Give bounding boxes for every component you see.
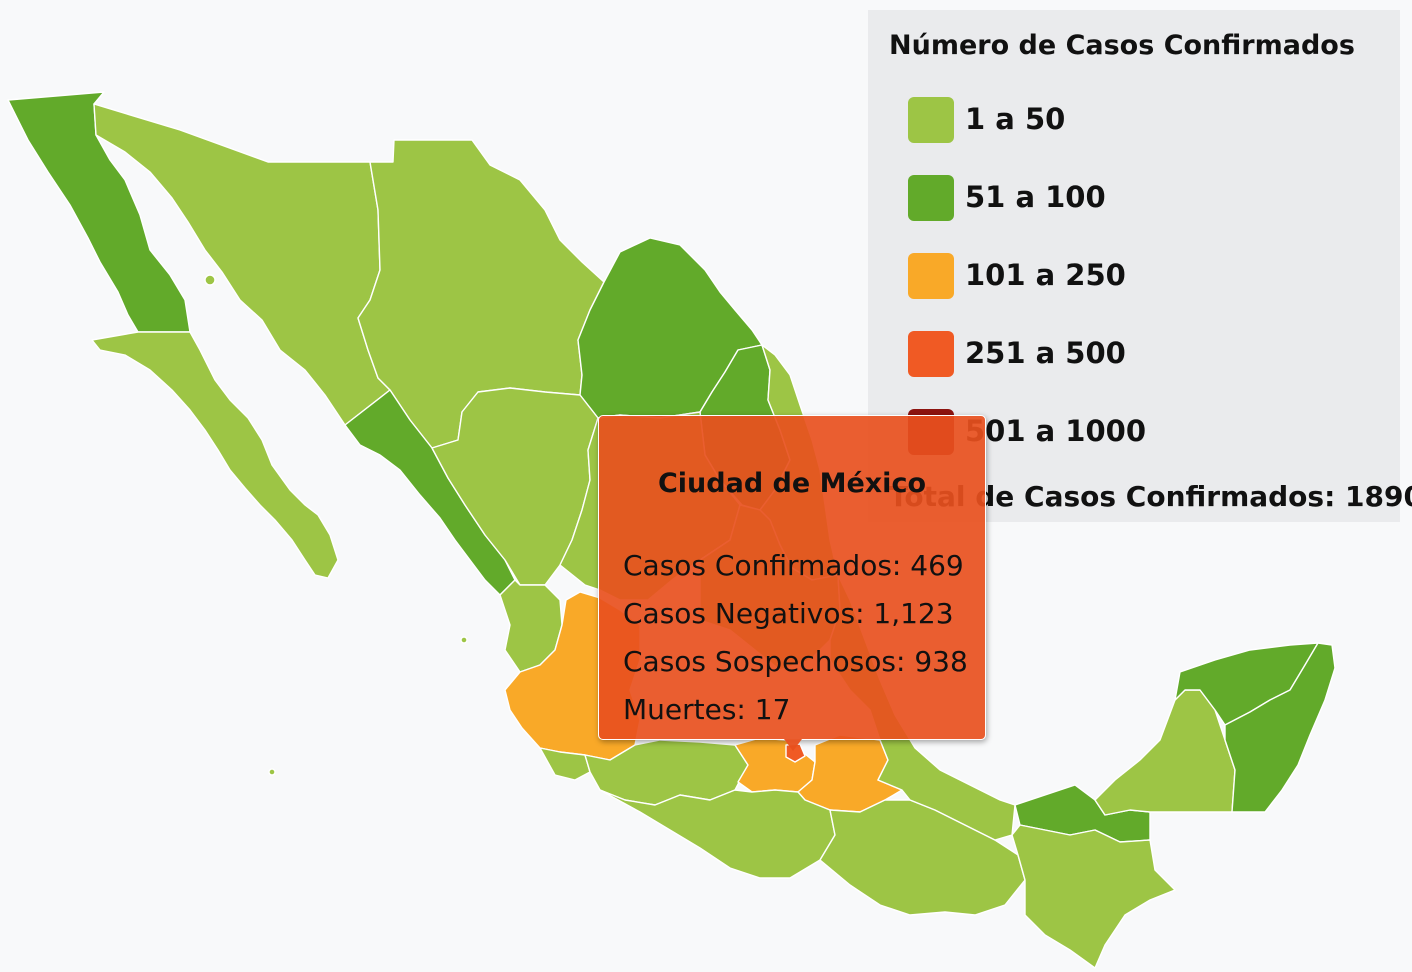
state-baja-california-sur[interactable] bbox=[91, 331, 339, 579]
legend-label: 1 a 50 bbox=[965, 102, 1066, 136]
legend-label: 251 a 500 bbox=[965, 336, 1126, 370]
legend-swatch bbox=[908, 331, 954, 377]
island-small-1 bbox=[204, 274, 216, 286]
legend-panel: Número de Casos Confirmados 1 a 50 51 a … bbox=[868, 10, 1412, 522]
tooltip-negative-cases: Casos Negativos: 1,123 bbox=[623, 597, 954, 630]
legend-label: 51 a 100 bbox=[965, 180, 1106, 214]
legend-swatch bbox=[908, 253, 954, 299]
tooltip-title: Ciudad de México bbox=[657, 468, 926, 499]
state-tooltip: Ciudad de México Casos Confirmados: 469 … bbox=[598, 415, 986, 740]
state-guerrero[interactable] bbox=[599, 789, 836, 879]
state-baja-california[interactable] bbox=[7, 91, 191, 333]
tooltip-suspected-cases: Casos Sospechosos: 938 bbox=[623, 645, 968, 678]
legend-swatch bbox=[908, 175, 954, 221]
state-chiapas[interactable] bbox=[1011, 824, 1176, 969]
tooltip-confirmed-cases: Casos Confirmados: 469 bbox=[623, 549, 964, 582]
island-small-2 bbox=[460, 636, 468, 644]
legend-label: 501 a 1000 bbox=[965, 414, 1147, 448]
legend-label: 101 a 250 bbox=[965, 258, 1126, 292]
state-oaxaca[interactable] bbox=[819, 799, 1026, 916]
island-small-3 bbox=[268, 768, 276, 776]
state-quintana-roo[interactable] bbox=[1224, 642, 1336, 813]
tooltip-deaths: Muertes: 17 bbox=[623, 693, 791, 726]
tooltip-pointer bbox=[784, 739, 802, 751]
legend-swatch bbox=[908, 97, 954, 143]
legend-title: Número de Casos Confirmados bbox=[889, 30, 1355, 61]
